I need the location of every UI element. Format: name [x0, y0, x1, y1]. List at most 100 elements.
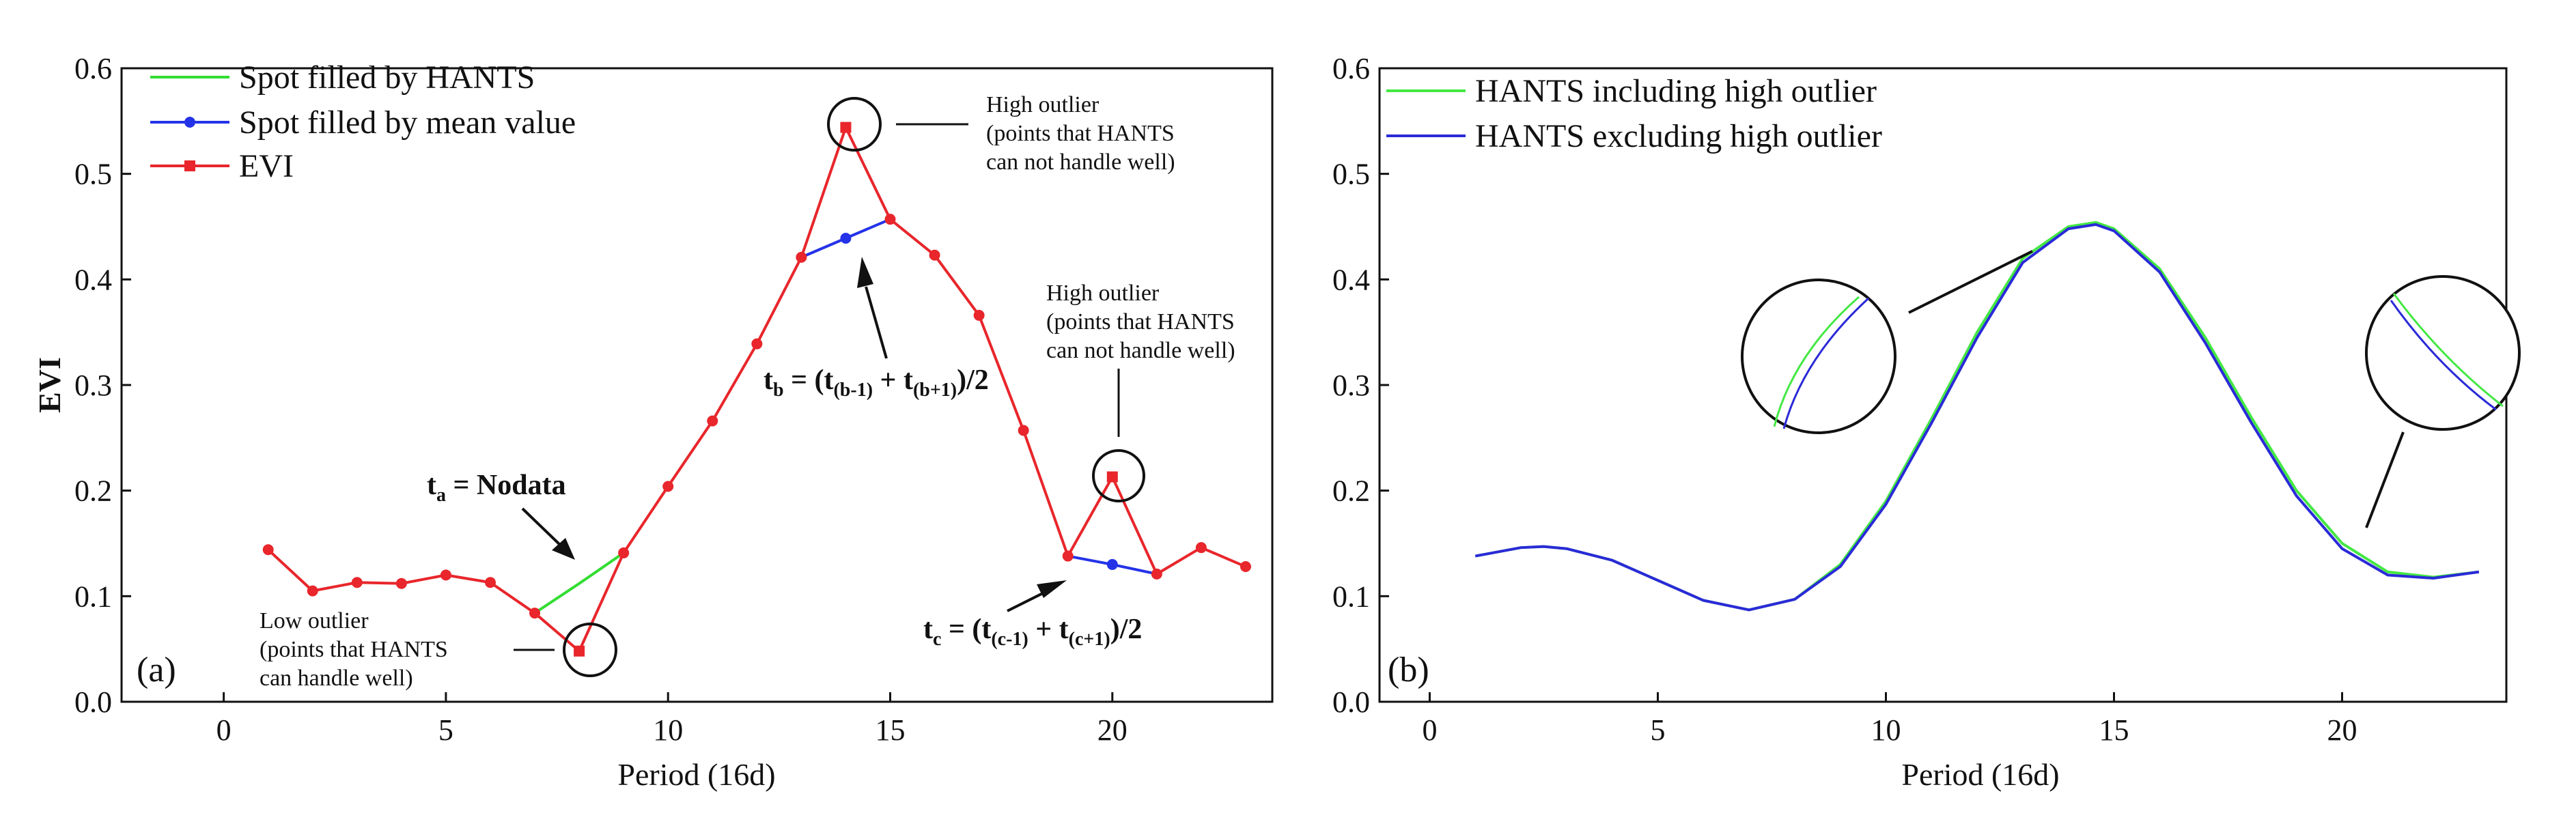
a-y-tick-label: 0.6	[74, 52, 112, 85]
tb-arrow	[857, 257, 888, 359]
svg-text:(points that HANTS: (points that HANTS	[986, 121, 1175, 146]
legend-including-label: HANTS including high outlier	[1475, 73, 1877, 109]
evi-point	[707, 415, 718, 427]
evi-outlier-marker	[840, 122, 852, 133]
panel-a-label: (a)	[137, 651, 176, 689]
b-y-tick-label: 0.3	[1332, 369, 1370, 402]
legend-mean-label: Spot filled by mean value	[239, 104, 576, 141]
a-x-tick-label: 20	[1097, 713, 1128, 747]
evi-point	[1151, 568, 1162, 580]
evi-point	[662, 481, 674, 492]
panel-a-x-axis-title: Period (16d)	[617, 757, 775, 792]
a-y-tick-label: 0.3	[74, 369, 112, 402]
evi-point	[262, 544, 274, 556]
tc-arrow	[1007, 580, 1067, 612]
evi-point	[973, 309, 985, 321]
b-y-tick-label: 0.4	[1332, 263, 1370, 296]
b-y-tick-label: 0.2	[1332, 474, 1370, 508]
a-x-tick-label: 10	[653, 713, 683, 747]
evi-point	[751, 338, 763, 350]
legend-hants-label: Spot filled by HANTS	[239, 59, 535, 96]
evi-point	[395, 578, 407, 589]
svg-text:(points that HANTS: (points that HANTS	[260, 637, 448, 662]
hants-including-line	[1474, 220, 2480, 612]
mean-fill-point	[840, 233, 852, 244]
legend-excluding-label: HANTS excluding high outlier	[1475, 118, 1882, 154]
svg-text:Low outlier: Low outlier	[260, 608, 369, 633]
a-x-tick-label: 5	[438, 713, 453, 747]
panel-b-y-ticks: 0.0 0.1 0.2 0.3 0.4 0.5 0.6	[1332, 52, 1389, 719]
ta-annotation: ta = Nodata	[427, 470, 566, 506]
evi-point	[796, 251, 807, 263]
evi-point	[1240, 561, 1251, 573]
tb-annotation: tb = (t(b-1) + t(b+1))/2	[764, 365, 989, 401]
tc-annotation: tc = (t(c-1) + t(c+1))/2	[923, 614, 1142, 650]
svg-text:can not handle well): can not handle well)	[986, 149, 1175, 175]
svg-text:High outlier: High outlier	[1046, 281, 1160, 306]
b-y-tick-label: 0.6	[1332, 52, 1370, 85]
b-x-tick-label: 20	[2327, 713, 2357, 747]
ta-arrow	[521, 507, 575, 560]
panel-a: 0.0 0.1 0.2 0.3 0.4 0.5 0.6 0 5 10 15 20 EVI Perio…	[32, 52, 1274, 792]
evi-point	[307, 585, 318, 597]
panel-b-x-axis-title: Period (16d)	[1901, 757, 2059, 792]
zoom-callout-left	[1741, 250, 2033, 434]
legend-mean-marker	[184, 117, 195, 128]
panel-a-markers	[262, 122, 1251, 657]
high-outlier-1-note: High outlier (points that HANTS can not …	[986, 92, 1175, 175]
evi-point	[1195, 542, 1207, 554]
a-y-tick-label: 0.4	[74, 263, 112, 296]
a-y-tick-label: 0.1	[74, 580, 112, 613]
b-x-tick-label: 0	[1422, 713, 1437, 747]
evi-point	[1018, 425, 1029, 436]
low-outlier-note: Low outlier (points that HANTS can handl…	[260, 608, 448, 691]
b-x-tick-label: 5	[1650, 713, 1665, 747]
svg-text:can handle well): can handle well)	[260, 666, 413, 691]
evi-point	[929, 249, 940, 261]
b-y-tick-label: 0.1	[1332, 580, 1370, 613]
hants-excluding-line	[1474, 223, 2480, 612]
b-x-tick-label: 10	[1871, 713, 1901, 747]
evi-point	[351, 577, 363, 588]
svg-text:(points that HANTS: (points that HANTS	[1046, 309, 1235, 334]
evi-outlier-marker	[1106, 471, 1118, 483]
evi-point	[618, 547, 630, 558]
svg-text:High outlier: High outlier	[986, 92, 1100, 117]
b-x-tick-label: 15	[2099, 713, 2129, 747]
legend-evi-label: EVI	[239, 148, 294, 184]
zoom-callout-right	[2365, 275, 2521, 528]
evi-point	[484, 577, 496, 588]
a-y-tick-label: 0.2	[74, 474, 112, 508]
evi-point	[1062, 550, 1074, 562]
a-x-tick-label: 0	[216, 713, 232, 747]
mean-fill-point	[1106, 558, 1118, 570]
a-y-tick-label: 0.0	[74, 685, 112, 719]
panel-b-label: (b)	[1388, 651, 1429, 689]
panel-a-y-axis-title: EVI	[32, 357, 67, 413]
panel-b: 0.0 0.1 0.2 0.3 0.4 0.5 0.6 0 5 10 15 20 Period (1…	[1332, 52, 2521, 792]
a-y-tick-label: 0.5	[74, 158, 112, 191]
panel-a-x-ticks: 0 5 10 15 20	[216, 692, 1128, 747]
panel-a-y-ticks: 0.0 0.1 0.2 0.3 0.4 0.5 0.6	[74, 52, 131, 719]
evi-point	[529, 608, 541, 619]
panel-b-series	[1474, 220, 2480, 612]
evi-outlier-marker	[574, 645, 585, 657]
evi-point	[884, 214, 896, 225]
high-outlier-circle-2	[1092, 449, 1145, 502]
evi-point	[440, 569, 451, 581]
b-y-tick-label: 0.0	[1332, 685, 1370, 719]
panel-b-frame	[1378, 67, 2508, 703]
panel-a-legend: Spot filled by HANTS Spot filled by mean…	[150, 59, 576, 184]
panel-b-x-ticks: 0 5 10 15 20	[1422, 692, 2357, 747]
panel-b-legend: HANTS including high outlier HANTS exclu…	[1386, 73, 1882, 154]
a-x-tick-label: 15	[876, 713, 906, 747]
high-outlier-circle-1	[827, 97, 882, 152]
hants-fill-line	[533, 552, 625, 614]
legend-evi-marker	[184, 160, 195, 171]
high-outlier-2-note: High outlier (points that HANTS can not …	[1046, 281, 1235, 363]
panel-a-series	[267, 126, 1246, 653]
evi-line	[267, 126, 1246, 653]
low-outlier-circle	[563, 623, 617, 677]
svg-text:can not handle well): can not handle well)	[1046, 338, 1235, 363]
